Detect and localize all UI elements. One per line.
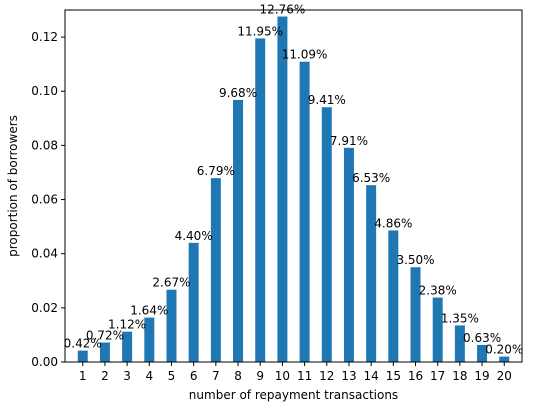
bar-3 (122, 331, 133, 362)
bar-18 (454, 325, 465, 362)
y-tick-label-0.04: 0.04 (31, 247, 58, 261)
x-tick-label-1: 1 (79, 369, 87, 383)
bar-20 (499, 356, 510, 362)
bar-6 (188, 242, 199, 362)
bar-label-14: 6.53% (352, 171, 390, 185)
y-axis-title: proportion of borrowers (6, 115, 20, 257)
bar-8 (233, 99, 244, 362)
x-tick-label-9: 9 (256, 369, 264, 383)
y-tick-label-0.12: 0.12 (31, 30, 58, 44)
bar-label-2: 0.72% (86, 329, 124, 343)
bar-label-6: 4.40% (175, 229, 213, 243)
x-tick-label-7: 7 (212, 369, 220, 383)
bar-label-8: 9.68% (219, 86, 257, 100)
bar-label-15: 4.86% (374, 216, 412, 230)
bar-label-16: 3.50% (396, 253, 434, 267)
bar-label-19: 0.63% (463, 331, 501, 345)
x-tick-label-8: 8 (234, 369, 242, 383)
bar-7 (210, 178, 221, 362)
bar-label-12: 9.41% (308, 93, 346, 107)
bar-15 (388, 230, 399, 362)
x-tick-label-6: 6 (190, 369, 198, 383)
bar-label-10: 12.76% (260, 2, 306, 16)
x-tick-label-12: 12 (319, 369, 334, 383)
bar-label-17: 2.38% (419, 284, 457, 298)
bar-label-5: 2.67% (152, 276, 190, 290)
x-tick-label-2: 2 (101, 369, 109, 383)
bar-4 (144, 317, 155, 362)
x-tick-label-4: 4 (145, 369, 153, 383)
x-tick-label-20: 20 (497, 369, 512, 383)
x-tick-label-13: 13 (341, 369, 356, 383)
y-tick-label-0.00: 0.00 (31, 355, 58, 369)
bar-13 (343, 147, 354, 362)
axes-group (64, 9, 523, 363)
bar-label-20: 0.20% (485, 343, 523, 357)
x-tick-label-14: 14 (364, 369, 379, 383)
bar-label-3: 1.12% (108, 318, 146, 332)
bar-5 (166, 289, 177, 362)
bar-label-4: 1.64% (130, 304, 168, 318)
y-tick-label-0.06: 0.06 (31, 193, 58, 207)
bar-19 (477, 344, 488, 362)
x-tick-label-18: 18 (452, 369, 467, 383)
bar-labels-group: 0.42%0.72%1.12%1.64% 2.67% 4.40% 6.79% 9.68%… (64, 2, 524, 356)
x-tick-label-17: 17 (430, 369, 445, 383)
y-axis-ticks: 0.00 0.02 0.04 0.06 0.08 0.10 0.12 (31, 30, 65, 369)
x-tick-label-5: 5 (168, 369, 176, 383)
bar-14 (366, 185, 377, 362)
bar-11 (299, 61, 310, 363)
x-tick-label-16: 16 (408, 369, 423, 383)
y-tick-label-0.02: 0.02 (31, 301, 58, 315)
bar-2 (99, 342, 110, 362)
x-tick-label-3: 3 (123, 369, 131, 383)
bar-17 (432, 297, 443, 362)
y-tick-label-0.08: 0.08 (31, 138, 58, 152)
bar-12 (321, 107, 332, 363)
bar-10 (277, 16, 288, 362)
bar-label-13: 7.91% (330, 134, 368, 148)
bar-1 (77, 350, 88, 362)
bar-label-7: 6.79% (197, 164, 235, 178)
x-tick-label-15: 15 (386, 369, 401, 383)
bar-16 (410, 267, 421, 362)
x-tick-label-10: 10 (275, 369, 290, 383)
bar-label-18: 1.35% (441, 311, 479, 325)
bar-label-11: 11.09% (282, 48, 328, 62)
bars-group (77, 16, 510, 363)
bar-label-1: 0.42% (64, 337, 102, 351)
bar-label-9: 11.95% (237, 24, 283, 38)
x-axis-ticks: 1 2 3 4 5 6 7 8 9 10 11 12 13 14 15 16 17 18 19 20 (79, 362, 512, 383)
x-tick-label-11: 11 (297, 369, 312, 383)
bar-9 (255, 38, 266, 362)
plot-frame (64, 9, 523, 363)
x-tick-label-19: 19 (474, 369, 489, 383)
y-tick-label-0.10: 0.10 (31, 84, 58, 98)
x-axis-title: number of repayment transactions (189, 388, 398, 402)
